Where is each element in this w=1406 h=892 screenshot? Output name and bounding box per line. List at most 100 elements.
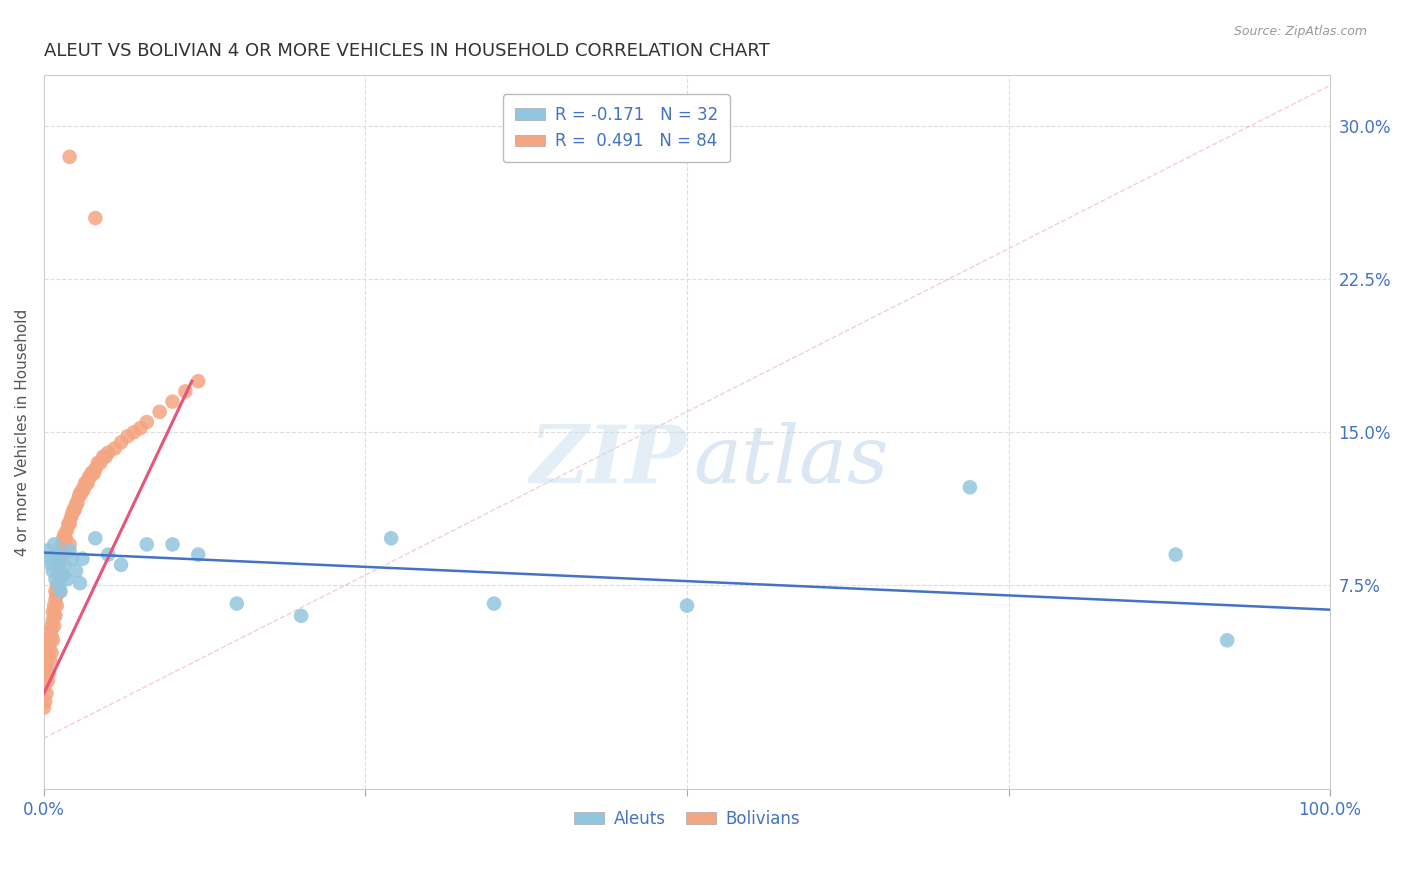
Point bbox=[51, 537, 73, 551]
Point bbox=[87, 456, 110, 470]
Point bbox=[82, 466, 104, 480]
Point bbox=[35, 670, 58, 684]
Point bbox=[59, 511, 82, 525]
Point bbox=[110, 435, 132, 450]
Point bbox=[84, 531, 107, 545]
Point bbox=[290, 608, 312, 623]
Point bbox=[380, 531, 402, 545]
Point bbox=[69, 576, 91, 591]
Point bbox=[41, 646, 63, 660]
Point bbox=[66, 497, 89, 511]
Text: Source: ZipAtlas.com: Source: ZipAtlas.com bbox=[1233, 25, 1367, 38]
Point bbox=[59, 537, 82, 551]
Point bbox=[41, 629, 63, 643]
Point bbox=[44, 619, 66, 633]
Point bbox=[63, 502, 86, 516]
Point bbox=[91, 450, 114, 464]
Point bbox=[117, 429, 139, 443]
Point bbox=[122, 425, 145, 440]
Point bbox=[45, 556, 67, 570]
Point bbox=[72, 551, 94, 566]
Point bbox=[67, 491, 90, 505]
Point bbox=[94, 450, 117, 464]
Point bbox=[49, 551, 72, 566]
Point bbox=[225, 597, 247, 611]
Point bbox=[187, 374, 209, 388]
Point bbox=[65, 564, 87, 578]
Point bbox=[75, 476, 97, 491]
Point bbox=[46, 548, 69, 562]
Point bbox=[162, 394, 184, 409]
Point bbox=[59, 543, 82, 558]
Point bbox=[55, 531, 77, 545]
Point bbox=[42, 633, 65, 648]
Point bbox=[80, 466, 103, 480]
Point bbox=[76, 476, 98, 491]
Point bbox=[38, 640, 60, 654]
Point bbox=[41, 619, 63, 633]
Point bbox=[42, 564, 65, 578]
Point bbox=[45, 578, 67, 592]
Point bbox=[59, 150, 82, 164]
Point bbox=[49, 548, 72, 562]
Point bbox=[44, 608, 66, 623]
Point bbox=[79, 470, 101, 484]
Point bbox=[34, 694, 56, 708]
Point bbox=[48, 584, 70, 599]
Point bbox=[48, 578, 70, 592]
Point bbox=[77, 470, 100, 484]
Point bbox=[149, 405, 172, 419]
Point bbox=[58, 516, 80, 531]
Legend: Aleuts, Bolivians: Aleuts, Bolivians bbox=[567, 803, 807, 834]
Point bbox=[72, 483, 94, 497]
Text: atlas: atlas bbox=[693, 422, 889, 500]
Y-axis label: 4 or more Vehicles in Household: 4 or more Vehicles in Household bbox=[15, 309, 30, 556]
Point bbox=[52, 568, 75, 582]
Point bbox=[44, 584, 66, 599]
Point bbox=[53, 527, 76, 541]
Point bbox=[959, 480, 981, 494]
Point bbox=[39, 551, 62, 566]
Point bbox=[1164, 548, 1187, 562]
Point bbox=[174, 384, 197, 399]
Point bbox=[48, 558, 70, 572]
Point bbox=[49, 584, 72, 599]
Point bbox=[482, 597, 505, 611]
Point bbox=[135, 537, 157, 551]
Point bbox=[84, 211, 107, 225]
Point bbox=[37, 543, 59, 558]
Point bbox=[39, 654, 62, 668]
Point bbox=[97, 548, 120, 562]
Point bbox=[187, 548, 209, 562]
Point bbox=[73, 476, 96, 491]
Point bbox=[52, 568, 75, 582]
Point bbox=[676, 599, 699, 613]
Point bbox=[32, 700, 55, 714]
Point bbox=[53, 558, 76, 572]
Point bbox=[135, 415, 157, 429]
Point bbox=[45, 589, 67, 603]
Point bbox=[46, 578, 69, 592]
Point bbox=[56, 572, 79, 586]
Point bbox=[38, 665, 60, 680]
Point bbox=[35, 686, 58, 700]
Point bbox=[52, 531, 75, 545]
Point bbox=[59, 516, 82, 531]
Point bbox=[42, 613, 65, 627]
Point bbox=[89, 456, 111, 470]
Point bbox=[1216, 633, 1239, 648]
Point bbox=[52, 537, 75, 551]
Point bbox=[60, 507, 83, 521]
Point bbox=[60, 551, 83, 566]
Point bbox=[104, 442, 127, 456]
Text: ZIP: ZIP bbox=[530, 422, 688, 500]
Point bbox=[41, 558, 63, 572]
Point bbox=[37, 674, 59, 689]
Point bbox=[65, 497, 87, 511]
Point bbox=[44, 572, 66, 586]
Point bbox=[83, 466, 105, 480]
Point bbox=[32, 680, 55, 694]
Point bbox=[162, 537, 184, 551]
Point bbox=[73, 483, 96, 497]
Text: ALEUT VS BOLIVIAN 4 OR MORE VEHICLES IN HOUSEHOLD CORRELATION CHART: ALEUT VS BOLIVIAN 4 OR MORE VEHICLES IN … bbox=[44, 42, 769, 60]
